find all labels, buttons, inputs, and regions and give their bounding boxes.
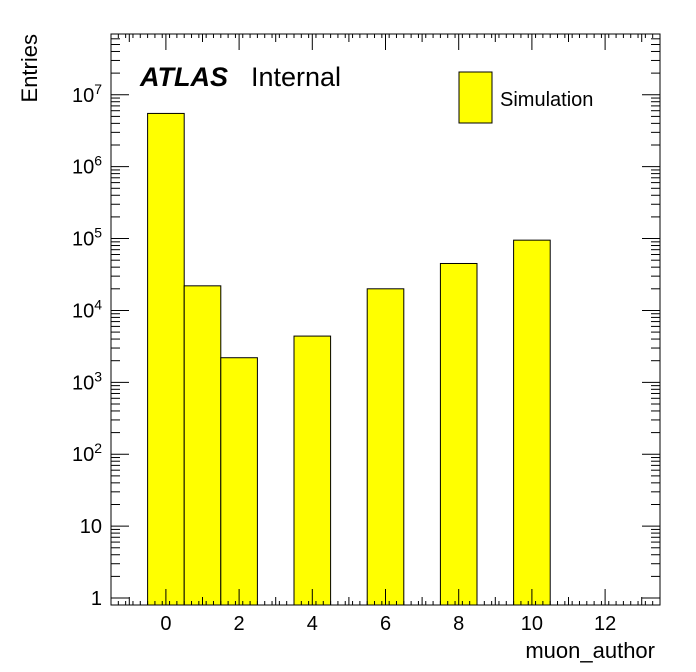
x-tick-label: 10 [521,613,543,635]
y-tick-label: 10 [80,516,102,538]
y-axis-title: Entries [17,34,42,102]
y-tick-label: 102 [72,440,102,466]
y-tick-label: 104 [72,296,102,322]
x-tick-label: 12 [594,613,616,635]
y-tick-label: 107 [72,81,102,107]
x-tick-label: 0 [160,613,171,635]
internal-label: Internal [251,62,341,92]
legend-swatch [458,71,493,124]
bars-group [147,112,551,606]
y-tick-label: 1 [91,588,102,610]
x-tick-label: 2 [234,613,245,635]
x-tick-label: 8 [453,613,464,635]
histogram-bar [147,112,185,606]
ticks-group [110,33,661,605]
histogram-bar [293,335,332,606]
atlas-label: ATLAS [139,62,228,92]
histogram-bar [220,357,258,606]
y-tick-label: 103 [72,368,102,394]
histogram-bar [513,239,551,606]
y-tick-label: 105 [72,225,102,251]
x-tick-label: 6 [380,613,391,635]
histogram-bar [439,262,478,606]
x-tick-label: 4 [307,613,318,635]
x-axis-title: muon_author [525,638,655,663]
histogram-bar [183,285,222,606]
histogram-bar [366,288,405,606]
y-tick-label: 106 [72,153,102,179]
legend-label: Simulation [500,89,593,111]
tick-labels-group: 0 2 4 6 8 10 12 1 10 102 103 104 105 106 107 [72,81,616,635]
